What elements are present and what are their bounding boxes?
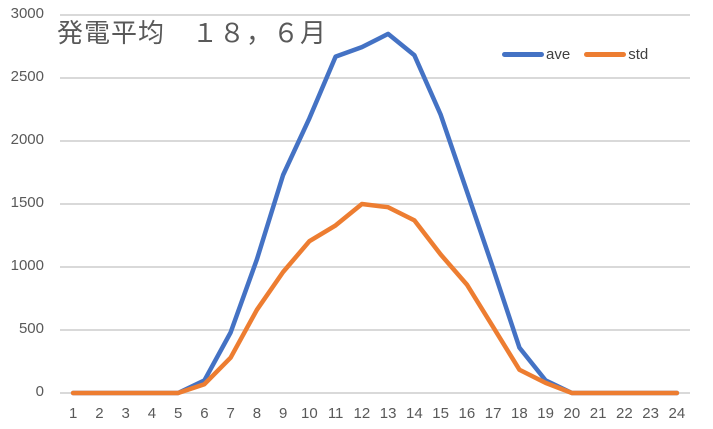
x-tick-label: 7 bbox=[226, 405, 235, 422]
series-line-ave bbox=[70, 31, 680, 396]
x-tick-label: 11 bbox=[327, 405, 344, 422]
x-tick-label: 13 bbox=[379, 405, 397, 422]
y-tick-label: 500 bbox=[18, 320, 44, 337]
legend-label-ave: ave bbox=[546, 46, 571, 63]
y-tick-label: 0 bbox=[35, 383, 44, 400]
legend-item-std: std bbox=[584, 46, 648, 63]
x-tick-label: 22 bbox=[616, 405, 633, 422]
y-tick-label: 3000 bbox=[10, 5, 44, 22]
y-tick-label: 2000 bbox=[10, 131, 44, 148]
x-tick-label: 19 bbox=[537, 405, 554, 422]
x-tick-label: 3 bbox=[121, 405, 130, 422]
x-tick-label: 20 bbox=[563, 405, 581, 422]
x-tick-label: 23 bbox=[642, 405, 659, 422]
x-tick-label: 6 bbox=[200, 405, 209, 422]
x-tick-label: 1 bbox=[68, 405, 78, 422]
x-tick-label: 9 bbox=[278, 405, 288, 422]
legend-item-ave: ave bbox=[502, 46, 570, 63]
y-tick-label: 1500 bbox=[10, 194, 44, 211]
legend: ave std bbox=[502, 46, 648, 63]
legend-swatch-ave bbox=[502, 52, 544, 57]
x-tick-label: 15 bbox=[432, 405, 449, 422]
legend-swatch-std bbox=[584, 52, 627, 57]
x-tick-label: 18 bbox=[511, 405, 528, 422]
x-tick-label: 24 bbox=[668, 405, 686, 422]
series-line-std bbox=[70, 201, 680, 396]
x-tick-label: 17 bbox=[484, 405, 502, 422]
x-tick-label: 21 bbox=[589, 405, 607, 422]
x-tick-label: 12 bbox=[353, 405, 371, 422]
data-series bbox=[70, 31, 680, 396]
x-tick-label: 4 bbox=[147, 405, 157, 422]
x-tick-label: 16 bbox=[458, 405, 476, 422]
x-tick-label: 5 bbox=[173, 405, 183, 422]
y-tick-label: 2500 bbox=[10, 68, 44, 85]
x-tick-label: 2 bbox=[95, 405, 104, 422]
x-tick-label: 8 bbox=[252, 405, 262, 422]
chart-title: 発電平均 １８，６月 bbox=[57, 19, 328, 49]
x-tick-label: 10 bbox=[301, 405, 318, 422]
x-tick-label: 14 bbox=[406, 405, 423, 422]
y-tick-label: 1000 bbox=[10, 257, 44, 274]
gridlines bbox=[60, 14, 690, 394]
legend-label-std: std bbox=[628, 46, 649, 63]
